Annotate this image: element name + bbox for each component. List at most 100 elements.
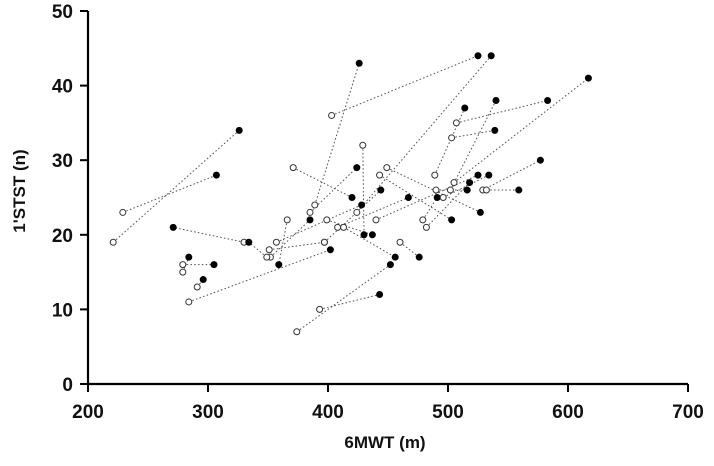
filled-data-point — [491, 126, 499, 134]
filled-data-point — [584, 74, 592, 82]
pair-connector-line — [482, 159, 541, 191]
pair-connector-line — [278, 219, 288, 265]
open-data-point — [185, 298, 193, 306]
filled-data-point — [376, 290, 384, 298]
open-data-point — [396, 238, 404, 246]
open-data-point — [334, 223, 342, 231]
filled-data-point — [391, 253, 399, 261]
filled-data-point — [348, 194, 356, 201]
pair-connector-line — [173, 226, 245, 243]
filled-data-point — [476, 208, 484, 216]
open-data-point — [376, 171, 384, 179]
filled-data-point — [326, 246, 334, 254]
filled-data-point — [235, 126, 243, 134]
open-data-point — [263, 253, 271, 261]
filled-data-point — [433, 194, 441, 201]
pair-connector-line — [337, 197, 409, 228]
open-data-point — [353, 208, 361, 216]
filled-data-point — [358, 201, 366, 209]
open-data-point — [431, 171, 439, 179]
open-data-point — [289, 164, 297, 172]
x-axis-title: 6MWT (m) — [344, 433, 425, 452]
filled-data-point — [536, 156, 544, 164]
pair-connector-line — [248, 241, 268, 258]
y-tick-label: 20 — [52, 226, 73, 247]
y-tick-label: 10 — [52, 300, 73, 321]
x-tick-label: 600 — [552, 402, 584, 423]
pair-connector-line — [112, 129, 240, 243]
open-data-point — [179, 261, 187, 269]
open-data-point — [328, 111, 336, 119]
pair-connector-line — [451, 129, 495, 139]
pair-connector-line — [434, 107, 466, 176]
pair-connector-line — [442, 174, 490, 198]
x-tick-label: 200 — [72, 402, 104, 423]
pair-connector-line — [122, 174, 217, 213]
open-data-point — [109, 238, 117, 246]
x-tick-label: 300 — [192, 402, 224, 423]
filled-data-point — [185, 253, 193, 261]
pair-connector-line — [456, 100, 548, 124]
filled-data-point — [210, 261, 218, 269]
filled-data-point — [515, 186, 523, 194]
open-data-point — [283, 216, 291, 224]
pair-connector-line — [324, 189, 382, 243]
open-data-point — [311, 201, 319, 209]
open-data-point — [306, 208, 314, 216]
filled-data-point — [474, 171, 482, 179]
open-data-point — [359, 141, 367, 149]
open-data-point — [450, 179, 458, 187]
filled-data-point — [360, 231, 368, 239]
pair-connector-line — [379, 174, 452, 221]
pair-connector-line — [426, 182, 470, 228]
y-tick-label: 0 — [62, 375, 73, 396]
open-data-point — [446, 186, 454, 194]
data-points — [109, 52, 592, 336]
pair-connector-line — [331, 55, 479, 116]
open-data-point — [482, 186, 490, 194]
open-data-point — [179, 268, 187, 276]
pair-connector-line — [319, 293, 380, 310]
open-data-point — [316, 305, 324, 313]
pair-connector-line — [314, 63, 360, 206]
y-axis-title: 1'STST (n) — [10, 149, 29, 232]
y-tick-label: 30 — [52, 151, 73, 172]
open-data-point — [272, 238, 280, 246]
y-ticks: 0 10 20 30 40 50 — [52, 2, 88, 396]
open-data-point — [320, 238, 328, 246]
filled-data-point — [169, 223, 177, 231]
filled-data-point — [355, 59, 363, 67]
pair-connector-line — [296, 264, 391, 333]
pair-connector-line — [269, 241, 325, 251]
filled-data-point — [544, 97, 552, 105]
filled-data-point — [386, 261, 394, 269]
pair-connector-line — [399, 241, 420, 258]
pair-connector-line — [188, 249, 331, 303]
open-data-point — [119, 208, 127, 216]
filled-data-point — [368, 231, 376, 239]
filled-data-point — [487, 52, 495, 60]
pair-connector-line — [292, 167, 353, 198]
pair-lines — [112, 55, 589, 333]
filled-data-point — [245, 238, 253, 246]
open-data-point — [448, 134, 456, 142]
filled-data-point — [485, 171, 493, 179]
pair-connector-line — [356, 55, 492, 213]
filled-data-point — [199, 276, 207, 284]
y-tick-label: 50 — [52, 2, 73, 23]
open-data-point — [293, 328, 301, 336]
filled-data-point — [461, 104, 469, 112]
pair-connector-line — [453, 77, 589, 183]
pair-connector-line — [362, 145, 365, 235]
pair-connector-line — [343, 226, 396, 258]
filled-data-point — [466, 179, 474, 187]
filled-data-point — [212, 171, 220, 179]
pair-connector-line — [326, 219, 373, 236]
open-data-point — [340, 223, 348, 231]
open-data-point — [372, 216, 380, 224]
open-data-point — [419, 216, 427, 224]
x-tick-label: 700 — [672, 402, 704, 423]
open-data-point — [265, 246, 273, 254]
pair-connector-line — [276, 204, 362, 243]
